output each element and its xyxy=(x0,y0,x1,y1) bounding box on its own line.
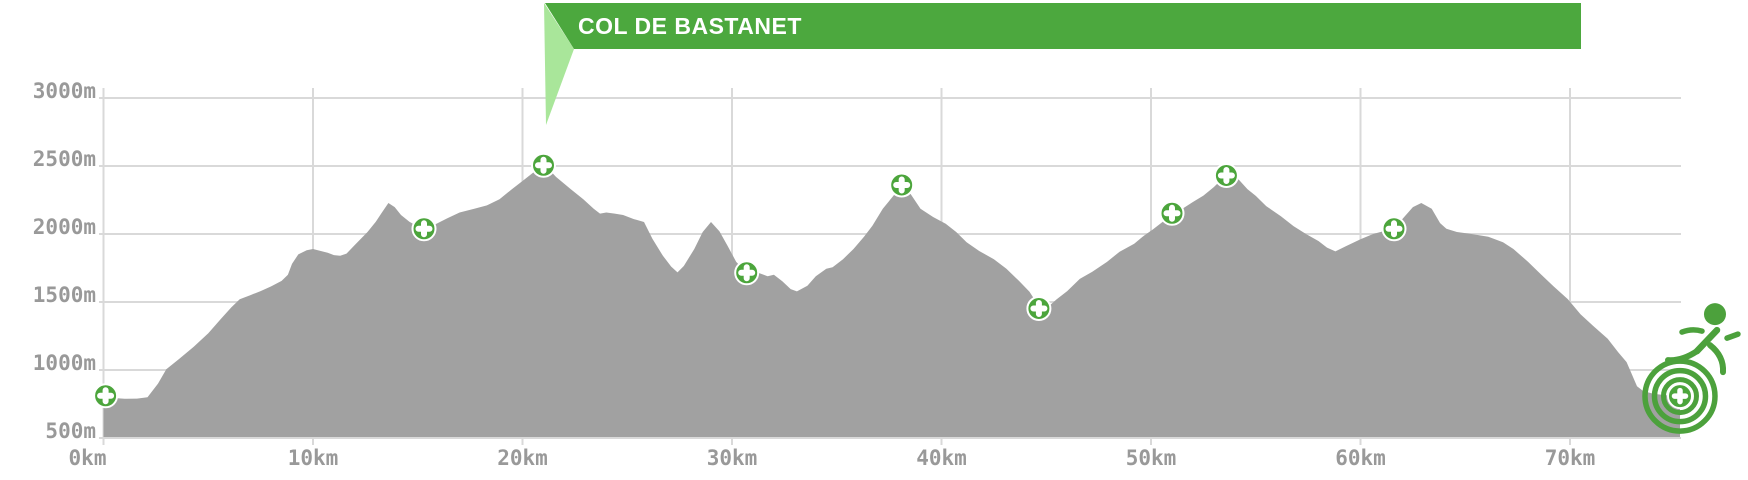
runner-limb-icon xyxy=(1693,326,1721,355)
runner-limb-icon xyxy=(1724,331,1741,341)
y-axis-tick-label: 2000m xyxy=(33,215,96,239)
elevation-profile-area xyxy=(103,165,1680,439)
plus-icon xyxy=(535,156,552,174)
finish-target-runner-icon[interactable] xyxy=(1642,303,1741,434)
waypoint-marker-waypoint[interactable] xyxy=(1026,296,1052,321)
x-axis-tick-label: 0km xyxy=(69,446,107,470)
y-axis-tick-label: 2500m xyxy=(33,147,96,171)
runner-head-icon xyxy=(1703,303,1726,326)
y-axis-tick-label: 1000m xyxy=(33,351,96,375)
plus-icon xyxy=(415,220,433,238)
plus-icon xyxy=(738,264,756,282)
waypoint-marker-waypoint[interactable] xyxy=(1159,200,1185,226)
plus-icon xyxy=(1030,300,1048,317)
target-ring-icon xyxy=(1651,367,1709,425)
y-axis-tick-label: 1500m xyxy=(33,283,96,307)
waypoint-marker-waypoint[interactable] xyxy=(734,260,760,286)
summit-banner: COL DE BASTANET xyxy=(545,3,1581,49)
y-axis-tick-label: 3000m xyxy=(33,79,96,103)
target-ring-icon xyxy=(1660,377,1699,416)
waypoint-marker-start[interactable] xyxy=(93,383,119,409)
x-axis-tick-label: 70km xyxy=(1545,446,1596,470)
flag-pointer-icon xyxy=(544,3,574,125)
runner-limb-icon xyxy=(1706,342,1727,376)
waypoint-marker-waypoint[interactable] xyxy=(889,172,915,198)
plus-icon xyxy=(893,176,911,194)
runner-limb-icon xyxy=(1664,348,1700,364)
x-axis-tick-label: 10km xyxy=(288,446,339,470)
plus-icon xyxy=(1163,204,1181,222)
waypoint-marker-waypoint[interactable] xyxy=(1381,216,1407,242)
x-axis-tick-label: 30km xyxy=(707,446,758,470)
waypoint-marker-waypoint[interactable] xyxy=(411,216,437,242)
plus-icon xyxy=(1671,387,1689,405)
waypoint-marker-waypoint[interactable] xyxy=(1213,163,1239,188)
x-axis-tick-label: 50km xyxy=(1126,446,1177,470)
runner-limb-icon xyxy=(1679,327,1705,335)
x-axis-tick-label: 60km xyxy=(1335,446,1386,470)
x-axis-tick-label: 40km xyxy=(916,446,967,470)
waypoint-marker-summit[interactable] xyxy=(531,152,556,178)
x-axis-tick-label: 20km xyxy=(497,446,548,470)
plus-icon xyxy=(97,387,115,405)
plus-icon xyxy=(1217,167,1235,184)
finish-marker[interactable] xyxy=(1667,383,1693,410)
y-axis-tick-label: 500m xyxy=(45,419,96,443)
plus-icon xyxy=(1385,220,1403,238)
